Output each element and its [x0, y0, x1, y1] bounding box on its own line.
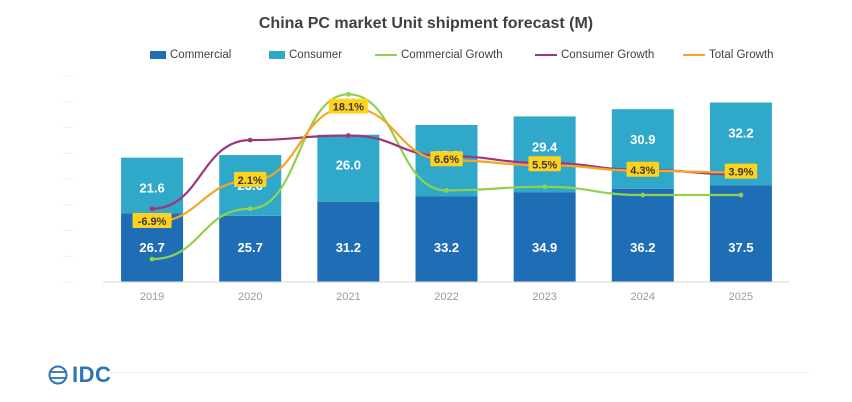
- x-tick-label: 2020: [238, 291, 262, 303]
- legend-swatch: [375, 54, 397, 56]
- bar-data-label: 36.2: [630, 240, 655, 255]
- growth-data-label: -6.9%: [138, 216, 167, 228]
- bar-commercial: [415, 196, 478, 282]
- growth-data-label: 5.5%: [532, 159, 557, 171]
- bar-data-label: 31.2: [336, 240, 361, 255]
- point-consumer-growth: [149, 206, 155, 212]
- bar-data-label: 34.9: [532, 240, 557, 255]
- x-tick-label: 2019: [140, 291, 164, 303]
- bar-data-label: 32.2: [728, 126, 753, 141]
- chart-legend: Commercial Consumer Commercial Growth Co…: [150, 49, 800, 65]
- bar-data-label: 30.9: [630, 132, 655, 147]
- x-tick-label: 2023: [532, 291, 556, 303]
- growth-data-label: 3.9%: [728, 167, 753, 179]
- legend-label: Consumer Growth: [561, 49, 655, 61]
- legend-item-consumer: Consumer: [269, 49, 342, 61]
- bar-data-label: 21.6: [139, 181, 164, 196]
- point-commercial-growth: [542, 184, 548, 190]
- bar-commercial: [611, 188, 674, 282]
- legend-label: Consumer: [289, 49, 343, 61]
- legend-item-commercial-growth: Commercial Growth: [375, 49, 503, 61]
- growth-label-box: [626, 161, 659, 177]
- legend-item-consumer-growth: Consumer Growth: [535, 49, 654, 61]
- bar-data-label: 33.2: [434, 240, 459, 255]
- growth-label-box: [430, 151, 463, 167]
- bar-commercial: [709, 185, 772, 282]
- growth-label-box: [528, 156, 561, 172]
- point-commercial-growth: [640, 192, 646, 198]
- idc-logo: IDC: [48, 362, 111, 388]
- x-tick-label: 2022: [434, 291, 458, 303]
- bar-commercial: [513, 192, 576, 282]
- bar-consumer: [611, 109, 674, 189]
- point-commercial-growth: [738, 192, 744, 198]
- legend-item-commercial: Commercial: [150, 49, 231, 61]
- bar-data-label: 37.5: [728, 240, 753, 255]
- growth-label-box: [724, 163, 758, 179]
- point-consumer-growth: [345, 133, 351, 138]
- growth-label-box: [328, 98, 368, 114]
- x-tick-label: 2021: [336, 291, 360, 303]
- bar-data-label: 26.0: [336, 158, 361, 173]
- legend-swatch: [683, 54, 705, 56]
- bar-data-label: 26.7: [139, 240, 164, 255]
- legend-swatch: [535, 54, 557, 56]
- bar-data-label: 25.7: [238, 240, 263, 255]
- idc-globe-icon: [48, 365, 68, 385]
- growth-data-label: 4.3%: [630, 165, 655, 177]
- growth-label-box: [132, 213, 172, 229]
- growth-data-label: 6.6%: [434, 154, 459, 166]
- bar-commercial: [317, 201, 380, 282]
- point-commercial-growth: [247, 206, 253, 212]
- point-consumer-growth: [247, 137, 253, 143]
- legend-item-total-growth: Total Growth: [683, 49, 774, 61]
- legend-label: Commercial Growth: [401, 49, 503, 61]
- bar-commercial: [219, 215, 282, 282]
- logo-text: IDC: [72, 362, 112, 387]
- legend-swatch: [150, 51, 166, 59]
- point-commercial-growth: [345, 91, 351, 97]
- x-tick-label: 2025: [729, 291, 753, 303]
- footer-divider: [110, 372, 810, 373]
- growth-data-label: 18.1%: [333, 102, 364, 114]
- growth-data-label: 2.1%: [238, 175, 263, 187]
- legend-swatch: [269, 51, 285, 59]
- bar-consumer: [513, 116, 576, 193]
- point-commercial-growth: [444, 188, 449, 193]
- bar-data-label: 29.4: [532, 139, 558, 154]
- bar-consumer: [317, 134, 380, 202]
- legend-label: Commercial: [170, 49, 232, 61]
- point-commercial-growth: [149, 256, 155, 262]
- legend-label: Total Growth: [709, 49, 774, 61]
- chart-title: China PC market Unit shipment forecast (…: [258, 15, 594, 32]
- x-tick-label: 2024: [631, 291, 655, 303]
- growth-label-box: [234, 171, 267, 187]
